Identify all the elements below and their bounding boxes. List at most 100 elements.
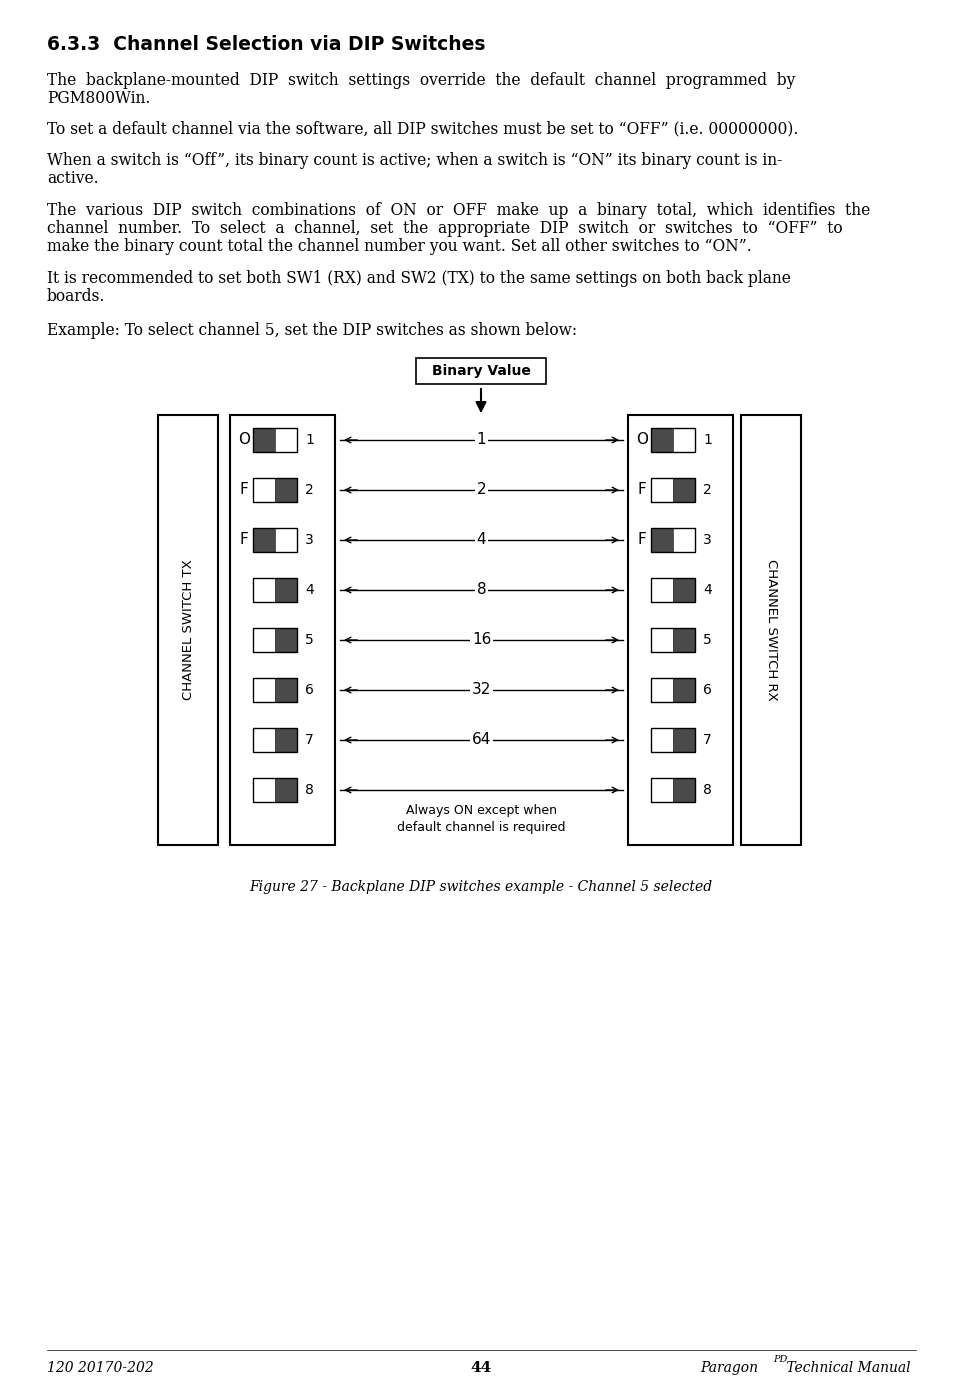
Bar <box>651 427 673 452</box>
Text: Example: To select channel 5, set the DIP switches as shown below:: Example: To select channel 5, set the DI… <box>47 322 577 340</box>
Text: Always ON except when
default channel is required: Always ON except when default channel is… <box>398 805 565 834</box>
Text: 5: 5 <box>305 633 314 647</box>
Text: 8: 8 <box>703 782 712 798</box>
Bar <box>253 628 297 651</box>
Text: The  various  DIP  switch  combinations  of  ON  or  OFF  make  up  a  binary  t: The various DIP switch combinations of O… <box>47 202 871 219</box>
Text: PGM800Win.: PGM800Win. <box>47 90 150 107</box>
Bar <box>673 728 695 752</box>
Bar <box>253 778 275 802</box>
Text: 1: 1 <box>305 433 314 447</box>
Bar <box>275 578 297 601</box>
Text: CHANNEL SWITCH TX: CHANNEL SWITCH TX <box>181 560 195 700</box>
Text: F: F <box>240 533 248 547</box>
Bar <box>253 728 297 752</box>
Bar <box>651 477 695 503</box>
Text: 2: 2 <box>703 483 712 497</box>
Text: F: F <box>638 483 646 497</box>
Text: 7: 7 <box>305 734 314 748</box>
Bar <box>651 628 673 651</box>
Bar <box>253 528 275 553</box>
Bar <box>651 728 673 752</box>
Text: 4: 4 <box>703 583 712 597</box>
Bar <box>651 678 695 702</box>
Bar <box>651 528 673 553</box>
Bar <box>651 778 673 802</box>
Bar <box>158 415 218 845</box>
Bar <box>741 415 801 845</box>
Bar <box>275 477 297 503</box>
Bar <box>253 728 275 752</box>
Text: Paragon: Paragon <box>700 1361 758 1375</box>
Text: CHANNEL SWITCH RX: CHANNEL SWITCH RX <box>765 560 777 702</box>
Text: F: F <box>240 483 248 497</box>
Bar <box>253 778 297 802</box>
Text: make the binary count total the channel number you want. Set all other switches : make the binary count total the channel … <box>47 238 752 255</box>
Text: 5: 5 <box>703 633 712 647</box>
Bar <box>651 578 673 601</box>
Bar <box>253 628 275 651</box>
Bar <box>416 358 546 384</box>
Text: 44: 44 <box>470 1361 492 1375</box>
Bar <box>673 628 695 651</box>
Bar <box>253 578 297 601</box>
Text: When a switch is “Off”, its binary count is active; when a switch is “ON” its bi: When a switch is “Off”, its binary count… <box>47 152 782 168</box>
Text: 4: 4 <box>477 533 486 547</box>
Bar <box>673 528 695 553</box>
Text: F: F <box>638 533 646 547</box>
Text: 120 20170-202: 120 20170-202 <box>47 1361 154 1375</box>
Bar <box>628 415 733 845</box>
Text: active.: active. <box>47 170 98 187</box>
Bar <box>253 427 275 452</box>
Text: 3: 3 <box>703 533 712 547</box>
Text: boards.: boards. <box>47 288 105 305</box>
Text: 6: 6 <box>305 683 314 697</box>
Bar <box>275 628 297 651</box>
Bar <box>673 427 695 452</box>
Bar <box>275 528 297 553</box>
Bar <box>673 477 695 503</box>
Bar <box>651 778 695 802</box>
Bar <box>651 528 695 553</box>
Bar <box>651 578 695 601</box>
Bar <box>673 778 695 802</box>
Text: The  backplane-mounted  DIP  switch  settings  override  the  default  channel  : The backplane-mounted DIP switch setting… <box>47 72 795 89</box>
Text: 32: 32 <box>472 682 491 697</box>
Text: Figure 27 - Backplane DIP switches example - Channel 5 selected: Figure 27 - Backplane DIP switches examp… <box>249 880 713 894</box>
Text: O: O <box>636 433 648 447</box>
Bar <box>253 678 297 702</box>
Text: 8: 8 <box>477 582 486 597</box>
Text: To set a default channel via the software, all DIP switches must be set to “OFF”: To set a default channel via the softwar… <box>47 120 798 136</box>
Text: 4: 4 <box>305 583 314 597</box>
Bar <box>275 728 297 752</box>
Bar <box>673 678 695 702</box>
Bar <box>253 678 275 702</box>
Text: 16: 16 <box>472 632 491 647</box>
Text: 6: 6 <box>703 683 712 697</box>
Bar <box>651 477 673 503</box>
Text: Technical Manual: Technical Manual <box>782 1361 911 1375</box>
Text: 2: 2 <box>477 483 486 497</box>
Text: 1: 1 <box>703 433 712 447</box>
Text: Binary Value: Binary Value <box>431 363 531 379</box>
Bar <box>651 628 695 651</box>
Bar <box>651 728 695 752</box>
Text: O: O <box>238 433 250 447</box>
Text: 64: 64 <box>472 732 491 748</box>
Bar <box>275 778 297 802</box>
Bar <box>253 578 275 601</box>
Bar <box>253 427 297 452</box>
Bar <box>275 678 297 702</box>
Text: 1: 1 <box>477 433 486 447</box>
Text: PD: PD <box>773 1356 788 1364</box>
Bar <box>230 415 335 845</box>
Bar <box>673 578 695 601</box>
Bar <box>253 477 275 503</box>
Bar <box>651 678 673 702</box>
Text: 3: 3 <box>305 533 314 547</box>
Bar <box>253 528 297 553</box>
Text: It is recommended to set both SW1 (RX) and SW2 (TX) to the same settings on both: It is recommended to set both SW1 (RX) a… <box>47 270 791 287</box>
Text: 6.3.3  Channel Selection via DIP Switches: 6.3.3 Channel Selection via DIP Switches <box>47 35 485 54</box>
Text: 8: 8 <box>305 782 314 798</box>
Bar <box>651 427 695 452</box>
Text: channel  number.  To  select  a  channel,  set  the  appropriate  DIP  switch  o: channel number. To select a channel, set… <box>47 220 843 237</box>
